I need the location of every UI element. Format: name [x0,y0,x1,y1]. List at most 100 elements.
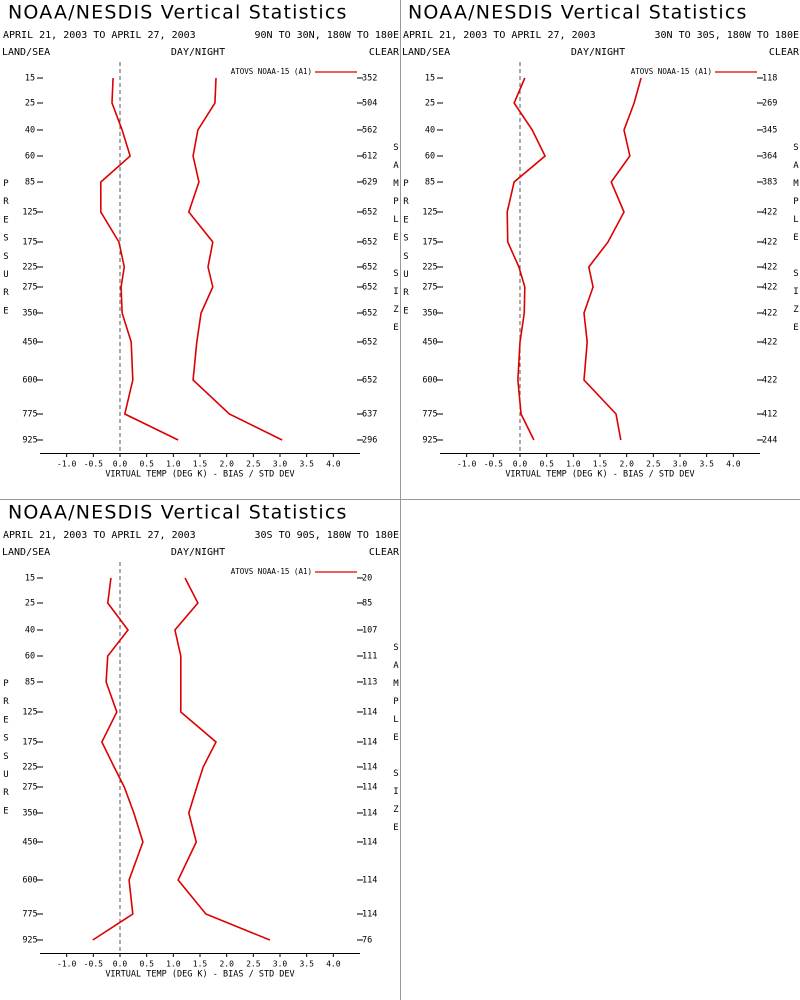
x-tick-label: 1.5 [593,460,608,469]
land-sea-label: LAND/SEA [402,47,450,58]
clear-label: CLEAR [369,547,400,558]
sample-size: 422 [762,238,777,248]
y-tick-label: 15 [425,74,435,84]
x-tick-label: 2.0 [219,960,234,969]
y-tick-label: 60 [25,652,35,662]
x-tick-label: 0.0 [113,460,128,469]
sample-size: 612 [362,152,377,162]
y-tick-label: 225 [22,263,37,273]
sample-size: 652 [362,283,377,293]
bias-line [506,77,547,441]
sample-size: 652 [362,208,377,218]
x-axis-label: VIRTUAL TEMP (DEG K) - BIAS / STD DEV [105,970,294,980]
std-dev-line [583,77,642,441]
sample-size: 269 [762,99,777,109]
x-tick-label: 3.0 [273,460,288,469]
land-sea-label: LAND/SEA [2,47,50,58]
sample-size: 296 [362,436,377,446]
y-tick-label: 775 [22,410,37,420]
clear-label: CLEAR [769,47,800,58]
sample-size: 114 [362,763,377,773]
land-sea-label: LAND/SEA [2,547,50,558]
chart-subtitle: APRIL 21, 2003 TO APRIL 27, 2003 [3,530,196,541]
x-tick-label: 1.0 [166,960,181,969]
std-dev-line [174,577,271,941]
sample-size: 637 [362,410,377,420]
sample-size: 114 [362,708,377,718]
sample-size: 114 [362,783,377,793]
sample-size: 629 [362,178,377,188]
region: 30S TO 90S, 180W TO 180E [255,530,400,541]
legend-label: ATOVS NOAA-15 (A1) [631,67,712,76]
y-tick-label: 225 [422,263,437,273]
y-tick-label: 15 [25,574,35,584]
x-tick-label: 1.5 [193,460,208,469]
x-tick-label: 1.5 [193,960,208,969]
sample-size: 652 [362,376,377,386]
day-night-label: DAY/NIGHT [171,547,225,558]
x-axis-label: VIRTUAL TEMP (DEG K) - BIAS / STD DEV [505,470,694,480]
y-tick-label: 175 [22,238,37,248]
legend-label: ATOVS NOAA-15 (A1) [231,67,312,76]
chart-subtitle: APRIL 21, 2003 TO APRIL 27, 2003 [403,30,596,41]
bias-line [100,77,179,441]
sample-size: 352 [362,74,377,84]
y-tick-label: 275 [22,283,37,293]
y-tick-label: 175 [22,738,37,748]
x-tick-label: 0.0 [113,960,128,969]
x-tick-label: 2.0 [619,460,634,469]
x-tick-label: 3.5 [699,460,714,469]
y-tick-label: 25 [25,599,35,609]
clear-label: CLEAR [369,47,400,58]
x-tick-label: 3.5 [299,960,314,969]
panel: NOAA/NESDIS Vertical Statistics APRIL 21,… [2,502,400,980]
sample-size: 85 [362,599,372,609]
chart-title: NOAA/NESDIS Vertical Statistics [408,2,748,24]
sample-size: 652 [362,263,377,273]
sample-size: 652 [362,338,377,348]
x-tick-label: 0.5 [139,960,154,969]
y-tick-label: 600 [22,376,37,386]
chart-subtitle: APRIL 21, 2003 TO APRIL 27, 2003 [3,30,196,41]
y-tick-label: 25 [25,99,35,109]
x-axis-label: VIRTUAL TEMP (DEG K) - BIAS / STD DEV [105,470,294,480]
y-tick-label: 225 [22,763,37,773]
y-tick-label: 450 [22,338,37,348]
sample-size: 562 [362,126,377,136]
sample-size: 422 [762,208,777,218]
x-tick-label: -1.0 [57,460,76,469]
sample-size: 20 [362,574,372,584]
sample-size: 111 [362,652,377,662]
chart-title: NOAA/NESDIS Vertical Statistics [8,502,348,524]
sample-size: 422 [762,309,777,319]
y-tick-label: 85 [25,678,35,688]
region: 30N TO 30S, 180W TO 180E [655,30,800,41]
y-tick-label: 775 [422,410,437,420]
y-tick-label: 275 [422,283,437,293]
panel: NOAA/NESDIS Vertical Statistics APRIL 21,… [402,2,800,480]
y-tick-label: 125 [22,208,37,218]
sample-size: 118 [762,74,777,84]
x-tick-label: 1.0 [566,460,581,469]
y-tick-label: 40 [25,126,35,136]
y-tick-label: 175 [422,238,437,248]
x-tick-label: 4.0 [326,460,341,469]
sample-size: 114 [362,738,377,748]
y-tick-label: 925 [22,436,37,446]
y-tick-label: 600 [422,376,437,386]
sample-size: 114 [362,809,377,819]
sample-size: 652 [362,309,377,319]
x-tick-label: -0.5 [84,960,103,969]
sample-size: 412 [762,410,777,420]
sample-size: 504 [362,99,377,109]
panel: NOAA/NESDIS Vertical Statistics APRIL 21,… [2,2,400,480]
std-dev-line [187,77,283,441]
sample-size: 383 [762,178,777,188]
sample-size: 114 [362,838,377,848]
y-tick-label: 125 [422,208,437,218]
